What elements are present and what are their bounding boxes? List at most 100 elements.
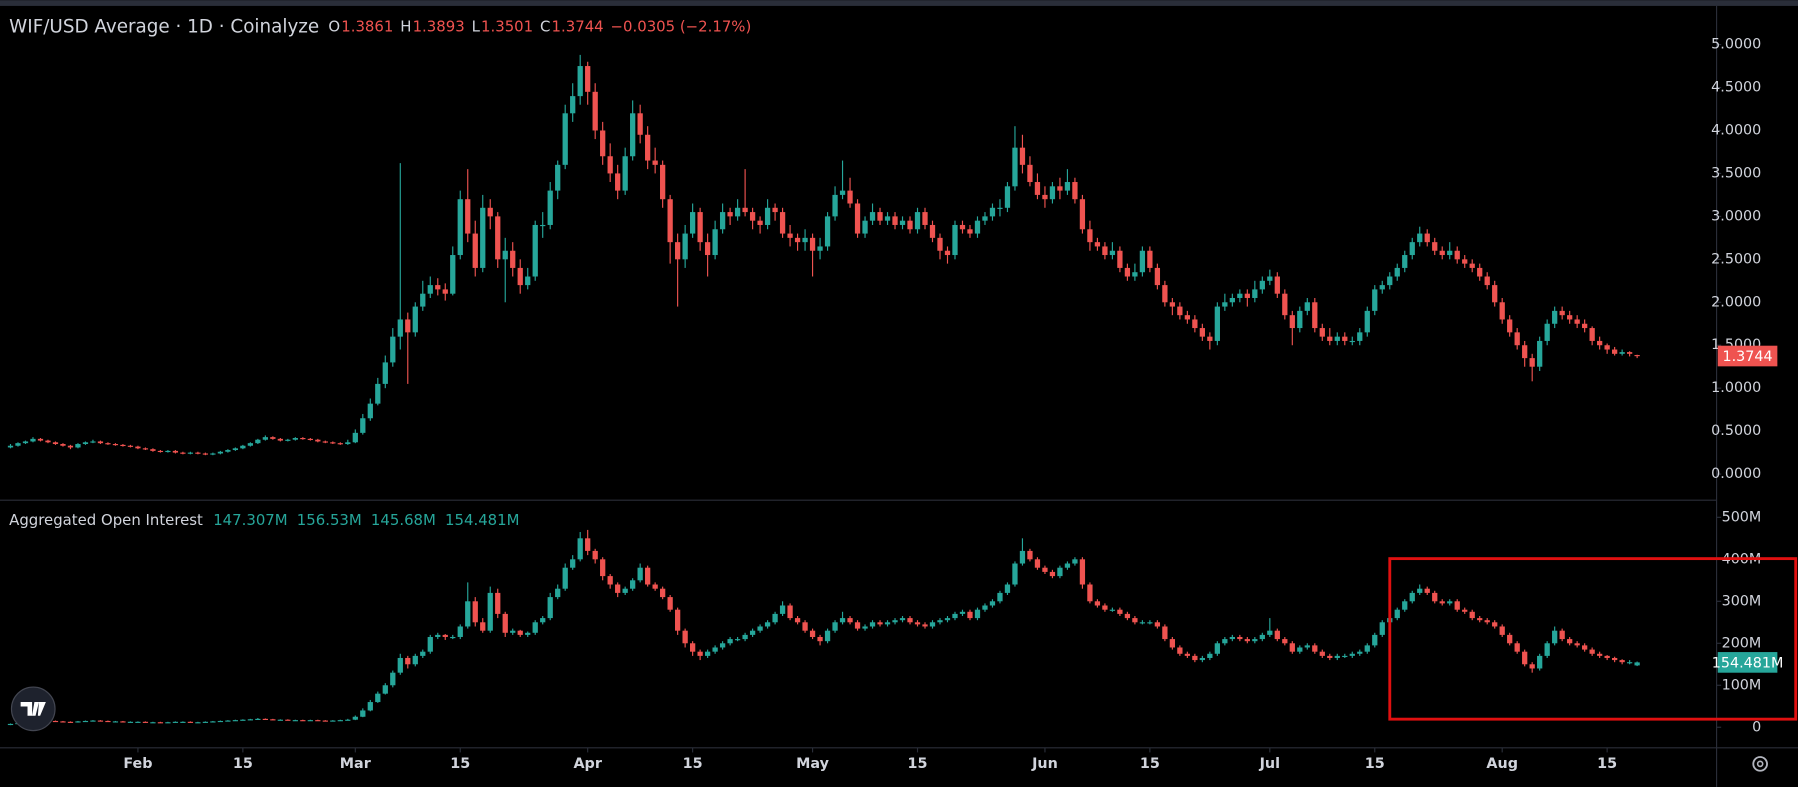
- candle-body: [749, 630, 756, 635]
- candle-body: [1057, 186, 1063, 191]
- x-tick-label: Mar: [340, 756, 372, 772]
- candle-body: [675, 242, 681, 260]
- candle-body: [1567, 315, 1573, 320]
- gear-ring[interactable]: [1752, 756, 1768, 772]
- candle-body: [824, 216, 831, 247]
- candle-body: [997, 207, 1003, 209]
- candle-body: [929, 622, 936, 627]
- candle-body: [899, 618, 906, 621]
- x-tick-label: Feb: [123, 756, 152, 772]
- x-tick-label: 15: [1597, 756, 1617, 772]
- indicator-value: 156.53M: [297, 511, 362, 529]
- candle-body: [30, 438, 36, 442]
- candle-body: [1192, 319, 1198, 329]
- candle-body: [839, 618, 846, 623]
- candle-body: [375, 693, 381, 703]
- candle-body: [742, 207, 748, 213]
- candle-body: [510, 250, 516, 268]
- candle-body: [1117, 609, 1123, 614]
- candle-body: [1252, 639, 1258, 642]
- candle-body: [1537, 340, 1543, 367]
- y-tick-label: 4.0000: [1711, 122, 1761, 138]
- candle-body: [607, 576, 613, 585]
- candle-body: [480, 622, 486, 631]
- candle-body: [540, 224, 546, 227]
- candle-body: [1514, 643, 1520, 652]
- candle-body: [1432, 242, 1438, 251]
- candle-body: [337, 720, 343, 722]
- candle-body: [1454, 250, 1460, 260]
- candle-body: [899, 220, 906, 225]
- candle-body: [607, 156, 613, 174]
- candle-body: [330, 720, 336, 722]
- candle-body: [929, 224, 936, 238]
- candle-body: [884, 216, 891, 221]
- last-value-label: 154.481M: [1712, 656, 1784, 672]
- y-tick-label: 0: [1752, 719, 1761, 735]
- y-tick-label: 1.0000: [1711, 380, 1761, 396]
- candle-body: [697, 651, 703, 656]
- candle-body: [892, 216, 898, 225]
- logo[interactable]: [10, 686, 56, 732]
- candle-body: [1147, 250, 1153, 268]
- candle-body: [442, 289, 448, 294]
- candle-body: [1582, 323, 1588, 329]
- candle-body: [974, 220, 981, 234]
- candle-body: [1567, 639, 1573, 644]
- settings-icon[interactable]: [1752, 756, 1768, 772]
- candle-body: [734, 207, 741, 217]
- candle-body: [1522, 345, 1528, 359]
- candle-body: [232, 720, 239, 722]
- candle-body: [247, 443, 254, 446]
- candle-body: [704, 242, 711, 256]
- y-tick-label: 3.5000: [1711, 165, 1761, 181]
- x-tick-label: Apr: [573, 756, 602, 772]
- candle-body: [1327, 336, 1333, 341]
- candle-body: [1357, 332, 1363, 341]
- candle-body: [1049, 186, 1056, 200]
- candle-body: [585, 66, 591, 92]
- candle-body: [270, 719, 276, 721]
- candle-body: [1447, 601, 1453, 604]
- candle-body: [442, 634, 448, 637]
- candle-body: [165, 722, 171, 724]
- candle-body: [1207, 336, 1213, 341]
- candle-body: [562, 113, 568, 165]
- candle-body: [1439, 601, 1445, 604]
- candle-body: [450, 255, 456, 294]
- candle-body: [37, 438, 44, 441]
- candle-body: [854, 622, 861, 629]
- candle-body: [22, 441, 29, 444]
- legend-label: H: [400, 18, 411, 36]
- candle-body: [667, 597, 673, 610]
- candle-body: [869, 622, 876, 627]
- candle-body: [360, 710, 366, 717]
- candle-body: [1064, 182, 1071, 191]
- logo-mark[interactable]: [20, 701, 46, 716]
- x-tick-label: Jun: [1031, 756, 1058, 772]
- gear-hub[interactable]: [1756, 760, 1764, 768]
- x-tick-label: 15: [233, 756, 253, 772]
- candle-body: [1342, 655, 1348, 658]
- candle-body: [1094, 242, 1101, 247]
- candle-body: [1484, 276, 1490, 286]
- candle-body: [157, 722, 164, 724]
- candle-body: [330, 442, 336, 444]
- candle-body: [1027, 550, 1033, 560]
- candle-body: [1582, 645, 1588, 650]
- candle-body: [809, 630, 816, 637]
- candle-body: [1229, 636, 1235, 640]
- candle-body: [959, 224, 966, 230]
- candle-body: [487, 592, 493, 631]
- y-tick-label: 5.0000: [1711, 37, 1761, 53]
- last-value-tag: [1717, 345, 1778, 367]
- candle-body: [1619, 352, 1625, 354]
- candle-body: [809, 237, 816, 251]
- candle-body: [1222, 639, 1228, 644]
- candle-body: [959, 611, 966, 614]
- candle-body: [307, 720, 313, 722]
- candle-body: [1214, 306, 1220, 341]
- candle-body: [622, 588, 628, 593]
- candle-body: [1162, 626, 1168, 640]
